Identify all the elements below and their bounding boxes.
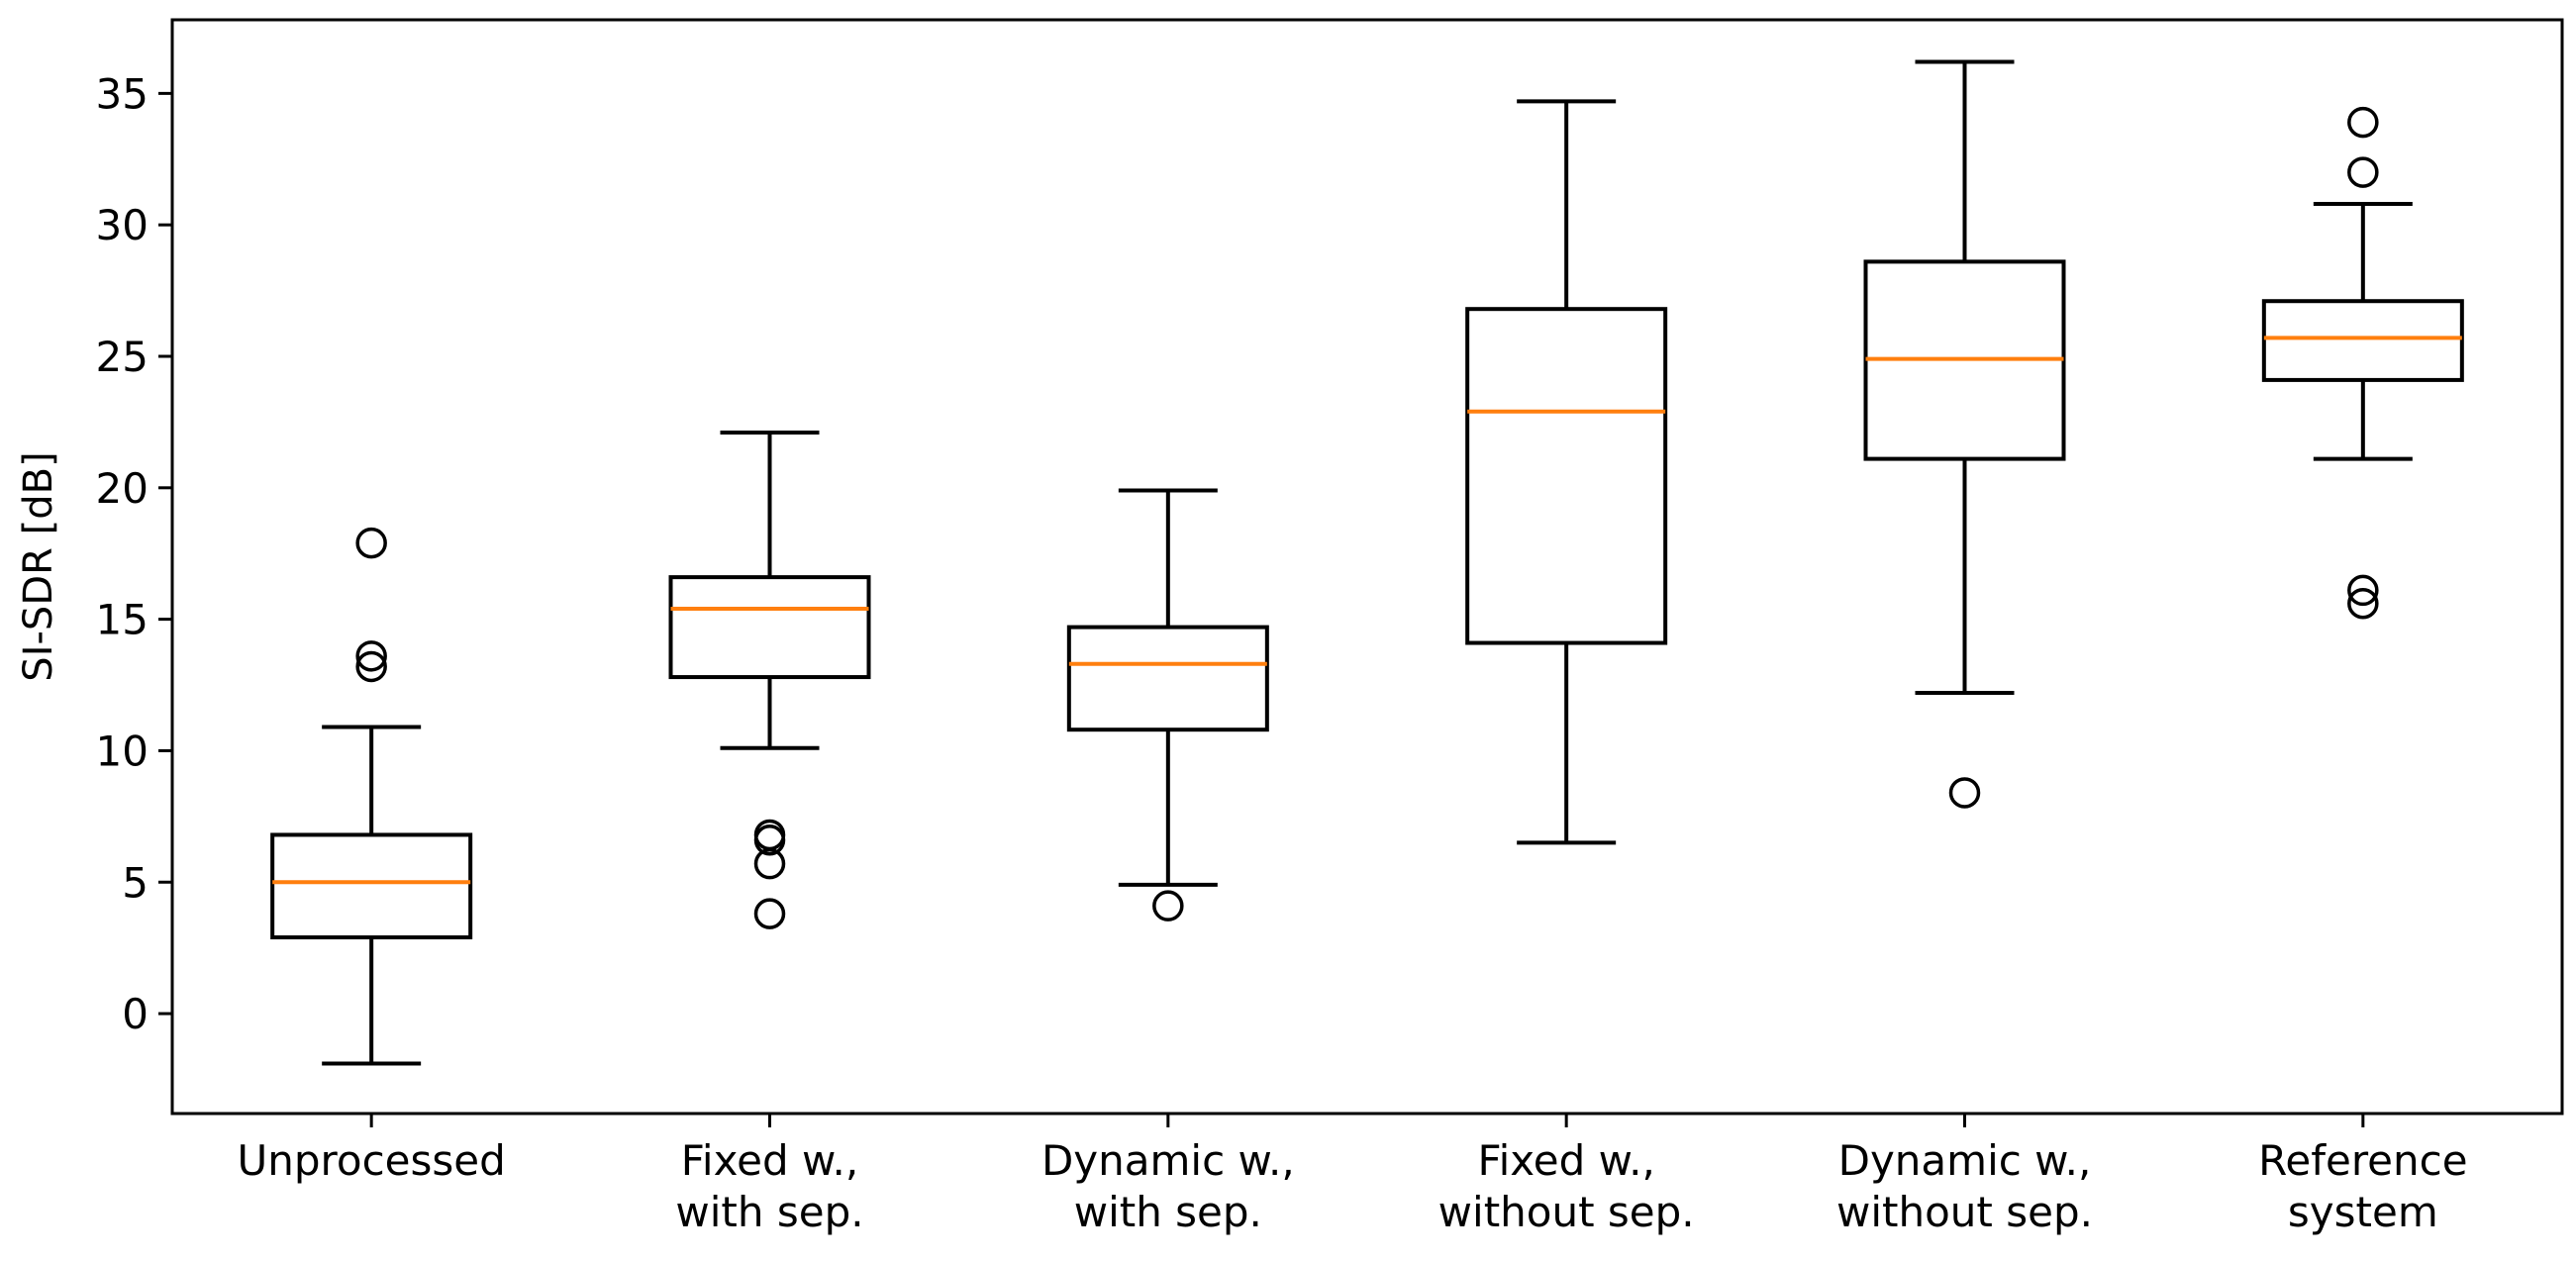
outlier-point — [1948, 777, 1981, 809]
box-group — [1066, 488, 1269, 922]
iqr-box — [2261, 299, 2464, 382]
boxes-layer — [270, 59, 2464, 1066]
x-category-label: Unprocessed — [238, 1136, 506, 1185]
x-category-label: Dynamic w., — [1041, 1136, 1295, 1185]
box-group — [668, 431, 871, 929]
outlier-point — [753, 819, 786, 851]
box-group — [2261, 106, 2464, 620]
x-category-label: with sep. — [675, 1188, 863, 1236]
x-category-label: with sep. — [1074, 1188, 1262, 1236]
x-category-label: system — [2288, 1188, 2438, 1236]
outlier-point — [1152, 890, 1184, 922]
iqr-box — [270, 832, 473, 940]
x-category-label: Fixed w., — [1477, 1136, 1654, 1185]
outlier-point — [2347, 574, 2379, 607]
iqr-box — [1066, 625, 1269, 732]
x-category-label: Reference — [2258, 1136, 2468, 1185]
outlier-point — [355, 650, 387, 683]
box-group — [270, 527, 473, 1066]
iqr-box — [668, 575, 871, 680]
y-tick-label: 0 — [122, 990, 149, 1038]
x-axis: Unprocessed Fixed w.,with sep.Dynamic w.,… — [238, 1114, 2468, 1236]
y-tick-label: 5 — [122, 858, 149, 907]
y-tick-label: 10 — [96, 727, 149, 775]
y-tick-label: 25 — [96, 333, 149, 381]
outlier-point — [2347, 156, 2379, 188]
y-tick-label: 20 — [96, 464, 149, 513]
x-category-label: without sep. — [1836, 1188, 2093, 1236]
y-tick-label: 15 — [96, 596, 149, 644]
y-axis: 0 5 10 15 20 25 30 35 — [96, 69, 172, 1038]
y-axis-title: SI-SDR [dB] — [16, 451, 61, 681]
outlier-point — [753, 898, 786, 929]
plot-frame — [170, 18, 2564, 1116]
y-tick-label: 30 — [96, 201, 149, 249]
iqr-box — [1465, 307, 1668, 645]
y-tick-label: 35 — [96, 69, 149, 118]
outlier-point — [2347, 587, 2379, 620]
box-group — [1863, 59, 2066, 809]
outlier-point — [2347, 106, 2379, 139]
outlier-point — [355, 640, 387, 672]
x-category-label: Dynamic w., — [1838, 1136, 2092, 1185]
outlier-point — [355, 527, 387, 559]
x-category-label: Fixed w., — [681, 1136, 858, 1185]
x-category-label: without sep. — [1438, 1188, 1695, 1236]
box-group — [1465, 99, 1668, 845]
